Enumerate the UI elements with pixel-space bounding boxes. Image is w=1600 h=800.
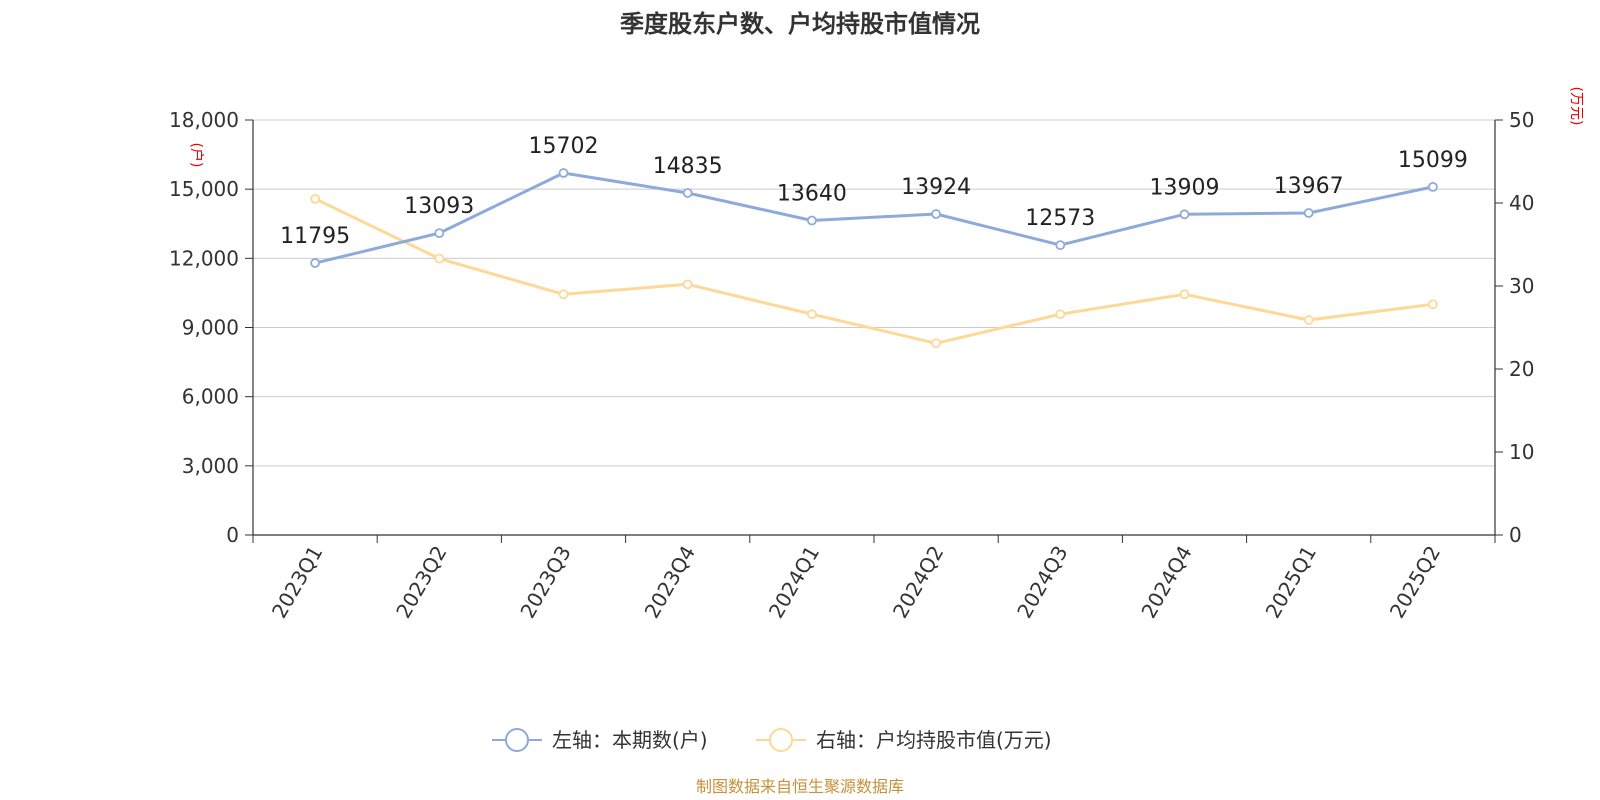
data-label: 11795 bbox=[280, 224, 350, 249]
chart-title: 季度股东户数、户均持股市值情况 bbox=[620, 10, 980, 38]
data-label: 13967 bbox=[1274, 174, 1344, 199]
data-label: 14835 bbox=[653, 154, 723, 179]
data-point bbox=[807, 215, 817, 226]
data-point bbox=[434, 253, 445, 264]
legend-avg-value-marker bbox=[769, 728, 793, 752]
series-group bbox=[310, 168, 1438, 349]
x-tick-label: 2025Q1 bbox=[1261, 542, 1321, 623]
data-point bbox=[931, 209, 941, 219]
left-tick-label: 3,000 bbox=[182, 454, 239, 478]
right-tick-label: 50 bbox=[1509, 108, 1534, 132]
data-label: 13640 bbox=[777, 182, 847, 207]
legend-item-avg-value[interactable]: 右轴：户均持股市值(万元) bbox=[756, 728, 1052, 752]
data-point bbox=[558, 168, 569, 178]
gridlines bbox=[253, 119, 1495, 467]
data-labels: 11795 13093 15702 14835 13640 13924 12573 13909… bbox=[280, 134, 1468, 249]
data-point bbox=[1428, 299, 1438, 310]
left-tick-label: 18,000 bbox=[169, 108, 239, 132]
series-line-avg-value bbox=[314, 197, 1434, 345]
x-tick-label: 2023Q1 bbox=[267, 542, 327, 623]
data-point bbox=[1303, 208, 1314, 218]
x-tick-label: 2024Q1 bbox=[764, 542, 824, 623]
x-tick-label: 2023Q3 bbox=[515, 542, 575, 623]
x-tick-label: 2023Q4 bbox=[640, 542, 700, 623]
x-tick-label: 2024Q2 bbox=[888, 542, 948, 623]
left-tick-label: 12,000 bbox=[169, 246, 239, 270]
data-point bbox=[434, 228, 445, 239]
right-tick-label: 0 bbox=[1509, 523, 1522, 547]
legend[interactable]: 左轴：本期数(户) 右轴：户均持股市值(万元) bbox=[492, 728, 1052, 752]
data-label: 12573 bbox=[1025, 206, 1095, 231]
legend-item-holders[interactable]: 左轴：本期数(户) bbox=[492, 728, 708, 752]
data-point bbox=[310, 258, 321, 268]
right-axis-ticks: 0 10 20 30 40 50 bbox=[1495, 108, 1534, 547]
right-tick-label: 30 bbox=[1509, 274, 1534, 298]
data-point bbox=[807, 309, 817, 320]
data-label: 13924 bbox=[901, 175, 971, 200]
data-point bbox=[682, 188, 693, 198]
x-axis-ticks: 2023Q1 2023Q2 2023Q3 2023Q4 2024Q1 2024Q2 2024… bbox=[252, 535, 1496, 623]
left-tick-label: 0 bbox=[226, 523, 239, 547]
x-tick-label: 2025Q2 bbox=[1385, 542, 1445, 623]
left-tick-label: 15,000 bbox=[169, 177, 239, 201]
x-tick-label: 2024Q3 bbox=[1012, 542, 1072, 623]
data-label: 15702 bbox=[529, 134, 599, 159]
data-point bbox=[682, 279, 693, 290]
x-tick-label: 2023Q2 bbox=[391, 542, 451, 623]
right-tick-label: 40 bbox=[1509, 191, 1534, 215]
right-axis-unit: (万元) bbox=[1568, 87, 1584, 126]
source-note: 制图数据来自恒生聚源数据库 bbox=[696, 777, 904, 796]
x-tick-label: 2024Q4 bbox=[1136, 542, 1196, 623]
legend-holders-label: 左轴：本期数(户) bbox=[552, 728, 708, 752]
left-tick-label: 9,000 bbox=[182, 316, 239, 340]
right-tick-label: 20 bbox=[1509, 357, 1534, 381]
data-point bbox=[1179, 209, 1190, 220]
data-point bbox=[1428, 181, 1438, 192]
left-axis-ticks: 0 3,000 6,000 9,000 12,000 15,000 18,000 bbox=[169, 108, 253, 547]
left-axis-unit: (户) bbox=[188, 143, 205, 168]
data-label: 15099 bbox=[1398, 148, 1468, 173]
legend-holders-marker bbox=[505, 728, 529, 752]
legend-avg-value-label: 右轴：户均持股市值(万元) bbox=[816, 728, 1052, 752]
data-point bbox=[558, 289, 569, 300]
data-point bbox=[310, 193, 321, 204]
series-line-holders bbox=[314, 171, 1434, 265]
data-label: 13909 bbox=[1150, 175, 1220, 200]
data-point bbox=[1055, 240, 1066, 251]
data-point bbox=[1055, 309, 1066, 320]
data-point bbox=[1303, 315, 1314, 325]
left-tick-label: 6,000 bbox=[182, 385, 239, 409]
data-point bbox=[931, 338, 941, 349]
data-point bbox=[1179, 289, 1190, 300]
data-label: 13093 bbox=[404, 194, 474, 219]
right-tick-label: 10 bbox=[1509, 440, 1534, 464]
